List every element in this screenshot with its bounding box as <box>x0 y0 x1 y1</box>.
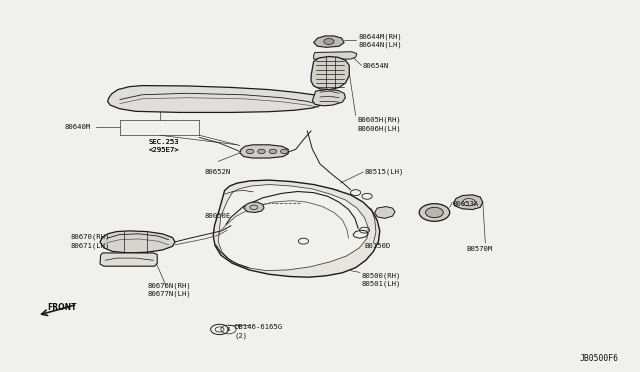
Circle shape <box>419 203 450 221</box>
Text: 80500(RH)
80501(LH): 80500(RH) 80501(LH) <box>362 272 401 287</box>
Text: B0150D: B0150D <box>365 243 391 248</box>
Text: 80676N(RH)
80677N(LH): 80676N(RH) 80677N(LH) <box>147 282 191 297</box>
Text: 80050E: 80050E <box>204 213 230 219</box>
Text: B0570M: B0570M <box>467 246 493 252</box>
Polygon shape <box>218 185 369 270</box>
Text: DB146-6165G
(2): DB146-6165G (2) <box>234 324 282 339</box>
Polygon shape <box>311 57 349 90</box>
Text: R: R <box>227 327 230 332</box>
Polygon shape <box>213 180 380 277</box>
Text: 80515(LH): 80515(LH) <box>365 169 404 175</box>
Text: FRONT: FRONT <box>48 303 77 312</box>
Circle shape <box>246 149 254 154</box>
Polygon shape <box>100 231 175 253</box>
Polygon shape <box>240 145 288 158</box>
Polygon shape <box>244 202 264 212</box>
Text: B0605H(RH)
B0606H(LH): B0605H(RH) B0606H(LH) <box>357 117 401 132</box>
Polygon shape <box>100 253 157 266</box>
Text: 80644M(RH)
80644N(LH): 80644M(RH) 80644N(LH) <box>358 33 402 48</box>
Circle shape <box>269 149 276 154</box>
Polygon shape <box>314 36 344 47</box>
Polygon shape <box>108 86 325 112</box>
Text: SEC.253
<295E7>: SEC.253 <295E7> <box>148 139 179 153</box>
Circle shape <box>280 149 288 154</box>
Text: SEC.253
<295E7>: SEC.253 <295E7> <box>148 139 179 153</box>
Circle shape <box>324 38 334 44</box>
Polygon shape <box>312 90 346 106</box>
Polygon shape <box>314 52 357 59</box>
Text: JB0500F6: JB0500F6 <box>580 354 619 363</box>
Text: 80053A: 80053A <box>452 201 479 208</box>
Text: 80640M: 80640M <box>65 124 91 130</box>
Circle shape <box>426 207 444 218</box>
Polygon shape <box>374 206 395 218</box>
Text: 80670(RH)
80671(LH): 80670(RH) 80671(LH) <box>71 234 110 248</box>
Text: 80654N: 80654N <box>363 64 389 70</box>
Polygon shape <box>454 195 483 209</box>
Text: 80652N: 80652N <box>204 169 230 175</box>
Circle shape <box>258 149 266 154</box>
